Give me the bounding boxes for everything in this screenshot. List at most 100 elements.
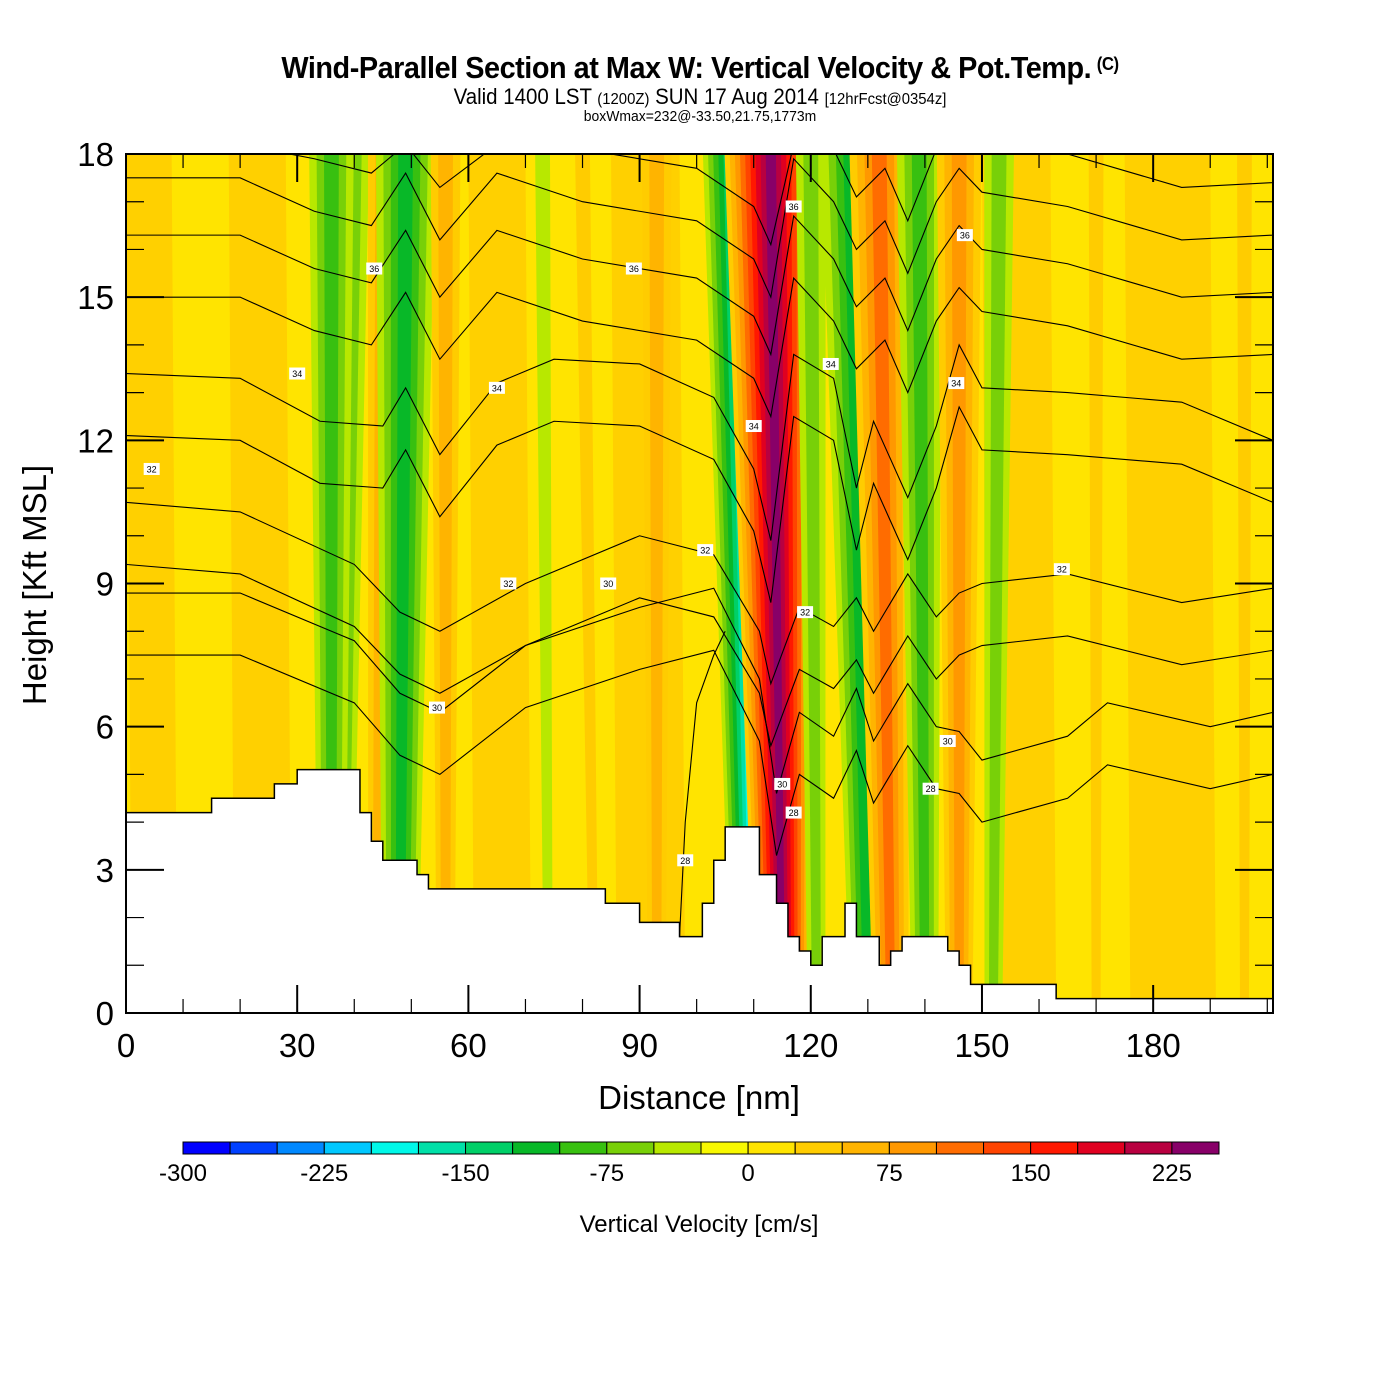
velocity-band [438,154,453,1013]
velocity-band [765,154,786,1013]
contour-label: 28 [922,782,939,795]
contour-label-box [677,854,694,867]
contour-label-box [922,782,939,795]
velocity-band [649,154,665,1013]
colorbar-swatch [276,1141,325,1155]
colorbar-tick-label: -225 [300,1160,348,1187]
x-tick-labels: 0 30 60 90 120 150 180 [117,1027,1181,1064]
contour-label-text: 36 [629,264,639,274]
colorbar-tick-label: 150 [1011,1160,1051,1187]
contour-label: 30 [939,734,956,747]
contour-label-text: 34 [292,369,302,379]
contour-label-text: 36 [960,231,970,241]
contour-label: 34 [745,420,762,433]
contour-label-box [289,367,306,380]
y-tick-label: 3 [96,852,114,889]
contour-label-text: 32 [1057,565,1067,575]
velocity-band [843,154,873,1013]
contour-label-box [785,200,802,213]
velocity-band [911,154,930,1013]
contour-label-box [429,701,446,714]
contour-labels: 32 34 36 34 36 32 30 30 32 34 36 34 36 34 32 30 28 28 30 28… [143,200,1070,867]
colorbar-swatch [559,1141,608,1155]
x-tick-label: 90 [621,1027,658,1064]
contour-label-text: 30 [777,779,787,789]
colorbar-swatch [794,1141,843,1155]
velocity-band [395,154,414,1013]
box-wmax-info: boxWmax=232@-33.50,21.75,1773m [583,108,817,125]
colorbar-swatch [983,1141,1032,1155]
contour-theta-intermediate [126,405,1273,603]
colorbar-swatch [1077,1141,1126,1155]
terrain [126,768,1273,1013]
contour-theta-upper [126,157,1273,300]
contour-label-box [948,377,965,390]
contour-label-text: 34 [492,383,502,393]
colorbar-tick-labels: -300 -225 -150 -75 0 75 150 225 [159,1160,1192,1187]
y-tick-labels: 0 3 6 9 12 15 18 [77,136,114,1032]
contour-theta-intermediate [126,276,1273,419]
contour-label-box [1053,563,1070,576]
contour-label: 36 [785,200,802,213]
contour-label-box [500,577,517,590]
contour-label-text: 34 [749,422,759,432]
x-tick-label: 30 [279,1027,316,1064]
valid-date: SUN 17 Aug 2014 [655,84,819,109]
valid-time: Valid 1400 LST [453,84,592,109]
velocity-band [871,154,896,1013]
colorbar-swatch [323,1141,372,1155]
colorbar-swatch [1030,1141,1079,1155]
contour-label-box [625,262,642,275]
valid-utc: (1200Z) [597,91,650,108]
chart-subtitle: Valid 1400 LST (1200Z) SUN 17 Aug 2014 [… [49,84,1351,110]
contour-label: 30 [774,777,791,790]
contour-theta-30 [126,587,1273,794]
forecast-info: [12hrFcst@0354z] [824,91,947,108]
velocity-band [988,154,1007,1013]
contour-label-text: 36 [789,202,799,212]
contour-label-text: 28 [680,856,690,866]
contour-label-text: 28 [789,808,799,818]
contour-label: 36 [625,262,642,275]
contour-label-text: 30 [943,736,953,746]
colorbar-swatch [370,1141,419,1155]
x-tick-label: 120 [783,1027,838,1064]
y-tick-label: 0 [96,995,114,1032]
contour-label-box [600,577,617,590]
contour-theta-intermediate [126,649,1273,856]
contour-label-text: 30 [432,703,442,713]
y-axis-label: Height [Kft MSL] [16,465,53,705]
x-tick-label: 0 [117,1027,135,1064]
contour-label: 32 [797,606,814,619]
contour-label-box [488,381,505,394]
colorbar-swatch [606,1141,655,1155]
contour-label-text: 34 [826,359,836,369]
velocity-band [803,154,821,1013]
contour-label-box [774,777,791,790]
contour-theta-upper [286,154,1273,247]
colorbar-swatch [888,1141,937,1155]
chart-title: Wind-Parallel Section at Max W: Vertical… [49,50,1351,86]
contour-label: 34 [822,357,839,370]
contour-label: 34 [488,381,505,394]
y-tick-label: 9 [96,566,114,603]
contour-label: 32 [697,544,714,557]
contour-label: 30 [429,701,446,714]
contour-label: 32 [500,577,517,590]
contour-label: 28 [677,854,694,867]
contour-label-text: 32 [700,546,710,556]
field-zone [468,154,532,1013]
contour-label-box [785,806,802,819]
x-tick-label: 60 [450,1027,487,1064]
y-tick-label: 6 [96,709,114,746]
contour-label: 32 [143,462,160,475]
copyright-mark: (C) [1096,54,1119,74]
colorbar-swatch [1124,1141,1173,1155]
colorbar-label: Vertical Velocity [cm/s] [580,1211,819,1238]
colorbar-swatch [841,1141,890,1155]
colorbar-swatch [700,1141,749,1155]
contour-label: 36 [366,262,383,275]
contour-theta-intermediate [126,563,1273,748]
y-tick-label: 18 [77,136,114,173]
contour-label-box [143,462,160,475]
